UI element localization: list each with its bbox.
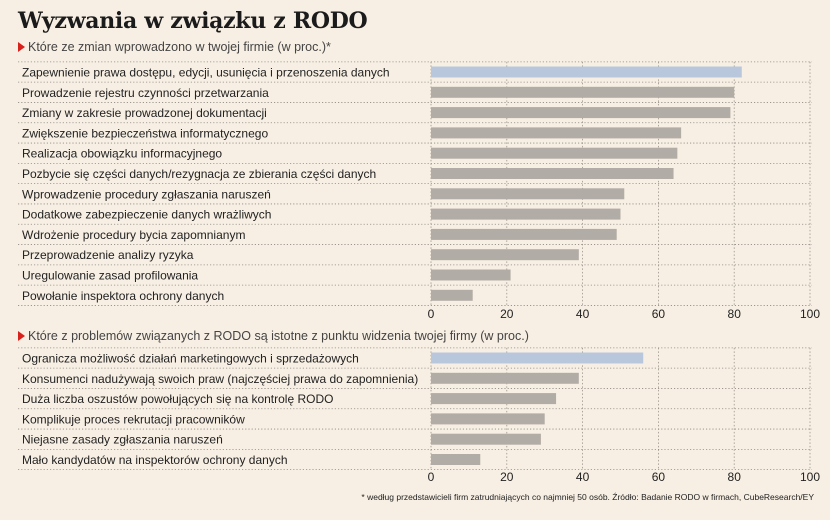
category-label: Duża liczba oszustów powołujących się na… (22, 392, 333, 406)
red-triangle-icon (18, 331, 25, 341)
x-tick-label: 60 (652, 307, 666, 321)
category-label: Niejasne zasady zgłaszania naruszeń (22, 433, 223, 447)
x-tick-label: 20 (500, 307, 514, 321)
bar (431, 127, 682, 139)
x-tick-label: 40 (576, 470, 590, 484)
category-label: Uregulowanie zasad profilowania (22, 269, 198, 283)
footnote: * według przedstawicieli firm zatrudniaj… (361, 492, 814, 502)
category-label: Ogranicza możliwość działań marketingowy… (22, 352, 359, 366)
bar (431, 107, 731, 119)
x-tick-label: 100 (800, 470, 820, 484)
subtitle-text: Które z problemów związanych z RODO są i… (28, 329, 529, 343)
category-label: Przeprowadzenie analizy ryzyka (22, 248, 194, 262)
category-label: Zwiększenie bezpieczeństwa informatyczne… (22, 126, 268, 140)
bar (431, 66, 742, 78)
bar (431, 393, 557, 405)
category-label: Pozbycie się części danych/rezygnacja ze… (22, 167, 376, 181)
x-tick-label: 40 (576, 307, 590, 321)
x-tick-label: 80 (728, 307, 742, 321)
x-tick-label: 20 (500, 470, 514, 484)
bar (431, 372, 579, 384)
bar (431, 433, 541, 445)
bar (431, 168, 674, 179)
bar (431, 147, 678, 159)
subtitle-section-1: Które ze zmian wprowadzono w twojej firm… (18, 40, 331, 54)
bar (431, 249, 579, 261)
bar (431, 269, 511, 281)
bar (431, 86, 735, 98)
bar (431, 188, 625, 200)
category-label: Konsumenci nadużywają swoich praw (najcz… (22, 372, 418, 386)
x-tick-label: 0 (428, 307, 435, 321)
subtitle-text: Które ze zmian wprowadzono w twojej firm… (28, 40, 331, 54)
bar (431, 454, 481, 465)
x-tick-label: 0 (428, 470, 435, 484)
category-label: Dodatkowe zabezpieczenie danych wrażliwy… (22, 208, 271, 222)
chart-title: Wyzwania w związku z RODO (18, 8, 368, 34)
bar (431, 289, 473, 301)
red-triangle-icon (18, 42, 25, 52)
category-label: Prowadzenie rejestru czynności przetwarz… (22, 86, 269, 100)
category-label: Powołanie inspektora ochrony danych (22, 289, 224, 303)
category-label: Wdrożenie procedury bycia zapomnianym (22, 228, 245, 242)
x-tick-label: 100 (800, 307, 820, 321)
category-label: Zapewnienie prawa dostępu, edycji, usuni… (22, 66, 390, 80)
bar (431, 352, 644, 364)
category-label: Zmiany w zakresie prowadzonej dokumentac… (22, 106, 267, 120)
bar (431, 208, 621, 220)
x-tick-label: 60 (652, 470, 666, 484)
category-label: Realizacja obowiązku informacyjnego (22, 147, 222, 161)
category-label: Wprowadzenie procedury zgłaszania narusz… (22, 187, 271, 201)
category-label: Komplikuje proces rekrutacji pracowników (22, 412, 245, 426)
bar (431, 228, 617, 240)
bar (431, 413, 545, 425)
subtitle-section-2: Które z problemów związanych z RODO są i… (18, 329, 529, 343)
category-label: Mało kandydatów na inspektorów ochrony d… (22, 453, 288, 467)
x-tick-label: 80 (728, 470, 742, 484)
